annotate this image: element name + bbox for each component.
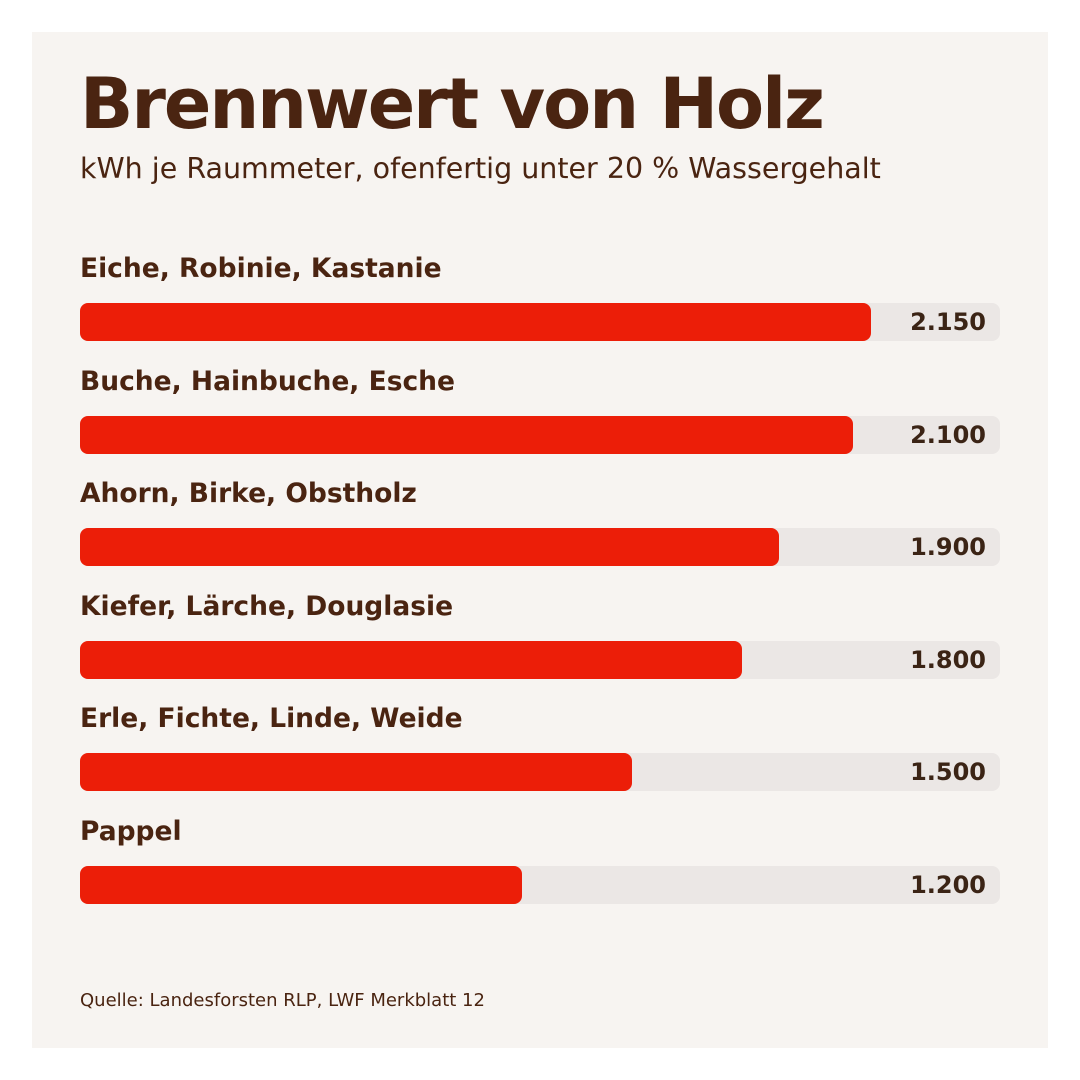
bar-category-label: Ahorn, Birke, Obstholz (80, 478, 417, 509)
bar-track: 2.100 (80, 415, 1000, 454)
bar (80, 415, 853, 454)
bar-category-label: Buche, Hainbuche, Esche (80, 365, 456, 397)
bar-category-label: Erle, Fichte, Linde, Weide (80, 703, 463, 734)
bar-track: 2.150 (80, 303, 1000, 341)
bar-row: Erle, Fichte, Linde, Weide 1.500 (80, 702, 1000, 802)
bar-value-label: 1.900 (910, 533, 986, 561)
bar-category-label: Pappel (80, 815, 182, 847)
chart-subtitle: kWh je Raummeter, ofenfertig unter 20 % … (80, 152, 881, 185)
source-note: Quelle: Landesforsten RLP, LWF Merkblatt… (80, 990, 485, 1011)
bar-row: Kiefer, Lärche, Douglasie 1.800 (80, 590, 1000, 690)
bar-track: 1.800 (80, 640, 1000, 679)
bar (80, 640, 742, 679)
bar-value-label: 1.500 (910, 758, 986, 786)
bar-row: Ahorn, Birke, Obstholz 1.900 (80, 477, 1000, 577)
bar-row: Buche, Hainbuche, Esche 2.100 (80, 365, 1000, 465)
bar-category-label: Eiche, Robinie, Kastanie (80, 253, 442, 284)
chart-card: Brennwert von Holz kWh je Raummeter, ofe… (32, 32, 1048, 1048)
chart-title: Brennwert von Holz (80, 63, 825, 145)
bar-value-label: 2.100 (910, 420, 986, 449)
bar-row: Eiche, Robinie, Kastanie 2.150 (80, 252, 1000, 352)
bar-chart: Eiche, Robinie, Kastanie 2.150 Buche, Hain… (80, 252, 1000, 912)
bar-category-label: Kiefer, Lärche, Douglasie (80, 590, 454, 622)
bar (80, 865, 522, 904)
bar-row: Pappel 1.200 (80, 815, 1000, 915)
bar-track: 1.200 (80, 865, 1000, 904)
bar-value-label: 1.200 (910, 870, 986, 899)
bar (80, 303, 871, 341)
bar-track: 1.900 (80, 528, 1000, 566)
bar (80, 753, 632, 791)
bar-track: 1.500 (80, 753, 1000, 791)
bar-value-label: 2.150 (910, 308, 986, 336)
bar (80, 528, 779, 566)
bar-value-label: 1.800 (910, 645, 986, 674)
